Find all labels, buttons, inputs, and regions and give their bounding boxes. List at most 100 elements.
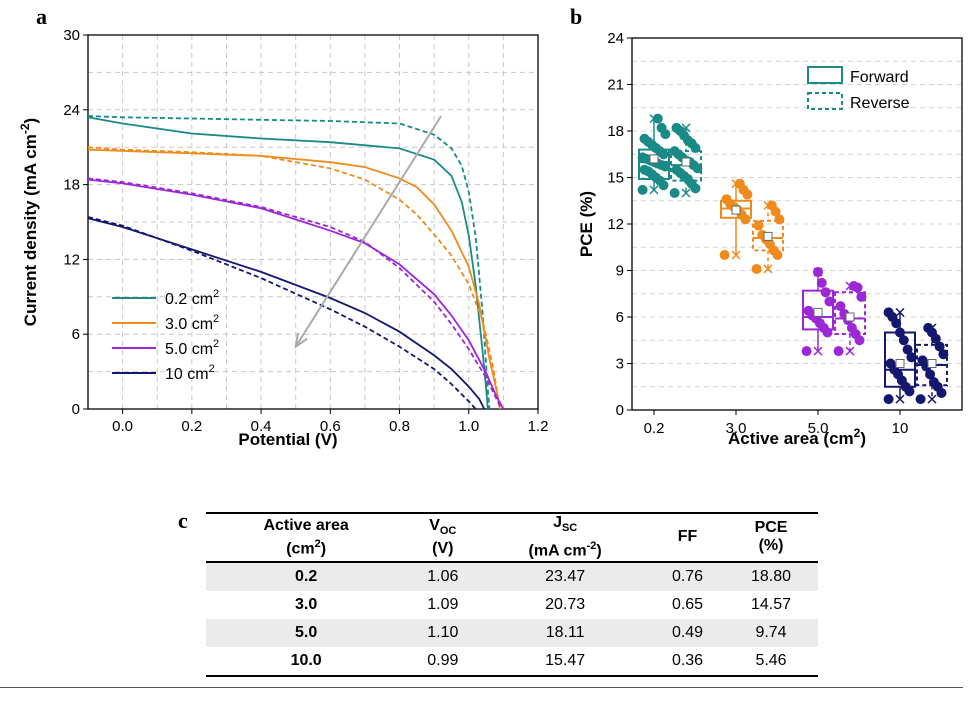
performance-table: Active area (cm2) VOC (V) JSC (mA cm-2) FF PCE(… xyxy=(206,512,818,677)
table-cell: 10.0 xyxy=(206,646,407,677)
y-tick-label: 6 xyxy=(72,326,80,343)
x-tick-label: 5.0 xyxy=(808,420,829,437)
table-header-cell: PCE (%) xyxy=(724,512,818,563)
data-point-reverse xyxy=(671,164,682,175)
bottom-divider xyxy=(0,687,963,688)
data-point-forward xyxy=(637,184,648,195)
series-reverse-line xyxy=(87,115,491,410)
box-mean-marker-reverse xyxy=(681,157,691,167)
data-point-reverse xyxy=(934,341,945,352)
table-cell: 3.0 xyxy=(295,595,318,613)
data-point-reverse xyxy=(917,355,928,366)
box-mean-marker-forward xyxy=(649,154,659,164)
panel-label-b: b xyxy=(570,4,582,29)
panel-label-c: c xyxy=(178,508,188,533)
y-axis-title: PCE (%) xyxy=(577,191,596,257)
y-tick-label: 6 xyxy=(616,309,624,326)
data-point-forward xyxy=(639,133,650,144)
y-tick-label: 0 xyxy=(72,401,80,418)
series-reverse-line xyxy=(87,146,501,410)
data-point-forward xyxy=(803,305,814,316)
legend-label: 3.0 cm2 xyxy=(165,313,219,333)
box-extreme-marker-forward xyxy=(813,346,823,356)
data-point-forward xyxy=(885,358,896,369)
legend-swatch-forward xyxy=(807,66,843,84)
series-forward-line xyxy=(87,116,489,410)
data-point-reverse xyxy=(671,122,682,133)
y-tick-label: 18 xyxy=(607,123,624,140)
legend-label: 0.2 cm2 xyxy=(165,288,219,308)
box-reverse xyxy=(834,291,866,336)
y-tick-label: 12 xyxy=(63,251,80,268)
x-axis-title: Potential (V) xyxy=(238,430,337,449)
table-cell: 20.73 xyxy=(545,595,586,613)
trend-arrow-line xyxy=(294,115,442,348)
x-tick-label: 10 xyxy=(892,420,909,437)
table-header-row: Active area (cm2) VOC (V) JSC (mA cm-2) FF PCE(… xyxy=(206,512,818,563)
y-tick-label: 21 xyxy=(607,77,624,94)
table-cell: 0.65 xyxy=(671,595,704,613)
data-point-forward xyxy=(734,178,745,189)
x-tick-label: 3.0 xyxy=(726,420,747,437)
y-tick-label: 0 xyxy=(616,402,624,419)
table-cell: 23.47 xyxy=(479,561,651,591)
data-point-forward xyxy=(898,335,909,346)
table-row: 5.0 1.10 18.11 0.49 9.74 xyxy=(206,618,818,647)
table-cell: 0.49 xyxy=(651,618,725,647)
table-body: 0.2 1.06 23.47 0.76 18.80 3.0 1.09 20.73 0.65 14.… xyxy=(206,561,818,677)
box-mean-marker-forward xyxy=(813,307,823,317)
x-tick-label: 1.0 xyxy=(458,418,479,435)
table-cell: 5.0 xyxy=(206,618,407,647)
x-tick-label: 0.8 xyxy=(389,418,410,435)
y-axis-title: Current density (mA cm-2) xyxy=(18,118,40,326)
box-mean-marker-reverse xyxy=(763,231,773,241)
table-cell: 1.09 xyxy=(427,595,459,613)
data-point-reverse xyxy=(753,220,764,231)
box-extreme-marker-forward xyxy=(895,394,905,404)
data-point-reverse xyxy=(915,394,926,405)
table-cell: 0.36 xyxy=(651,646,725,677)
data-point-reverse xyxy=(925,369,936,380)
y-tick-label: 9 xyxy=(616,263,624,280)
box-extreme-marker-forward xyxy=(649,185,659,195)
series-forward-line xyxy=(87,217,486,410)
data-point-forward xyxy=(824,296,835,307)
data-point-forward xyxy=(813,267,823,278)
data-point-forward xyxy=(883,307,894,318)
data-point-reverse xyxy=(856,291,867,302)
table-header-cell: VOC (V) xyxy=(406,512,480,563)
box-mean-marker-forward xyxy=(731,205,741,215)
x-tick-label: 0.6 xyxy=(320,418,341,435)
table-row: 3.0 1.09 20.73 0.65 14.57 xyxy=(206,591,818,619)
trend-arrow-head xyxy=(294,332,308,349)
data-point-forward xyxy=(883,394,894,405)
legend-label-forward: Forward xyxy=(850,69,909,86)
data-point-forward xyxy=(895,327,905,338)
x-axis-title: Active area (cm2) xyxy=(728,426,866,448)
data-point-forward xyxy=(637,152,648,163)
series-reverse-line xyxy=(87,216,477,410)
box-mean-marker-reverse xyxy=(927,359,937,368)
table-header-cell: FF xyxy=(651,512,725,563)
x-tick-label: 0.0 xyxy=(112,418,133,435)
y-tick-label: 24 xyxy=(63,102,80,119)
series-forward-line xyxy=(87,178,505,410)
box-forward xyxy=(802,289,834,331)
box-mean-marker-forward xyxy=(895,359,905,368)
data-point-forward xyxy=(652,113,663,124)
box-extreme-marker-reverse xyxy=(845,346,855,356)
data-point-reverse xyxy=(928,377,939,388)
table-cell: 15.47 xyxy=(479,646,651,677)
data-point-forward xyxy=(801,346,812,357)
legend-label: 5.0 cm2 xyxy=(165,338,219,358)
x-tick-label: 0.4 xyxy=(251,418,272,435)
table-header-cell: JSC (mA cm-2) xyxy=(479,512,651,563)
table-row: 0.2 1.06 23.47 0.76 18.80 xyxy=(206,561,818,591)
data-point-forward xyxy=(639,164,650,175)
table-cell: 0.2 xyxy=(206,561,407,591)
x-tick-label: 0.2 xyxy=(181,418,202,435)
series-reverse-line xyxy=(87,177,503,410)
chart-a-current-density-vs-potential: 0.0 0.2 0.4 0.6 0.8 1.0 1.2 0 6 12 18 24 30 Potential… xyxy=(18,27,548,449)
data-point-reverse xyxy=(669,188,680,198)
